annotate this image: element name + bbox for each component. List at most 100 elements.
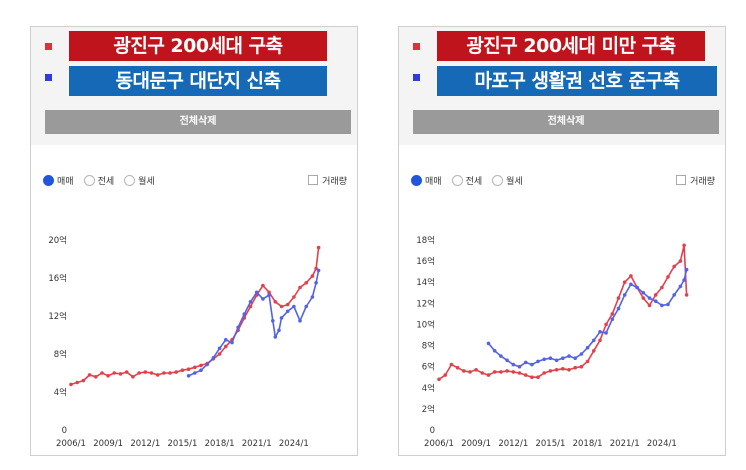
radio-jeonse[interactable]: 전세	[451, 174, 483, 187]
data-point	[292, 295, 296, 299]
data-point	[310, 274, 315, 278]
radio-sale[interactable]: 매매	[43, 174, 74, 187]
data-point	[653, 299, 658, 303]
data-point	[304, 304, 309, 309]
data-point	[536, 375, 540, 379]
data-point	[629, 282, 633, 287]
data-point	[554, 358, 559, 363]
data-point	[579, 364, 584, 369]
data-point	[567, 354, 571, 358]
radio-circle	[492, 174, 504, 186]
volume-label: 거래량	[690, 176, 715, 187]
radio-circle-selected	[43, 174, 54, 186]
volume-checkbox[interactable]	[676, 175, 687, 185]
data-point	[131, 375, 135, 379]
data-point	[162, 371, 166, 375]
data-point	[523, 373, 528, 377]
data-point	[660, 285, 664, 290]
data-point	[629, 274, 633, 278]
data-point	[585, 345, 590, 350]
volume-toggle[interactable]: 거래량	[676, 173, 715, 187]
data-point	[186, 367, 191, 371]
volume-checkbox[interactable]	[308, 175, 319, 185]
data-point	[492, 370, 497, 374]
x-tick-label: 2012/1	[130, 439, 160, 449]
radio-circle	[451, 174, 463, 186]
radio-label: 전세	[465, 176, 483, 187]
data-point	[468, 370, 472, 374]
data-point	[567, 368, 571, 372]
data-point	[236, 325, 240, 330]
data-point	[174, 370, 178, 374]
line-chart: 0 2억 4억 6억 8억 10억 12억 14억 16억 18억 2006/1 2009/1 2012…	[416, 235, 689, 449]
data-point	[230, 340, 234, 345]
radio-label: 매매	[425, 176, 442, 187]
radio-monthly-rent[interactable]: 월세	[492, 174, 523, 187]
data-point	[261, 283, 265, 288]
data-point	[536, 359, 540, 364]
radio-label: 월세	[506, 176, 523, 187]
radio-monthly-rent[interactable]: 월세	[124, 174, 155, 187]
data-point	[523, 360, 528, 365]
chart-panel-left: 광진구 200세대 구축 동대문구 대단지 신축 전체삭제 매매 전세 월세 거…	[30, 26, 358, 456]
radio-label: 매매	[57, 176, 74, 187]
data-point	[635, 285, 639, 290]
data-point	[616, 306, 621, 311]
data-point	[499, 370, 503, 374]
legend-label-series-2[interactable]: 동대문구 대단지 신축	[69, 66, 327, 96]
data-point	[684, 267, 689, 272]
data-point	[285, 309, 290, 314]
data-point	[666, 302, 670, 307]
data-point	[279, 316, 284, 320]
y-tick-label: 10억	[416, 319, 435, 330]
data-point	[273, 300, 278, 304]
data-point	[678, 259, 683, 263]
data-point	[579, 352, 584, 356]
data-point	[672, 293, 676, 297]
data-point	[641, 291, 646, 295]
x-tick-label: 2009/1	[461, 439, 491, 449]
data-point	[267, 293, 271, 297]
legend-label-series-1[interactable]: 광진구 200세대 구축	[69, 31, 327, 61]
x-tick-label: 2018/1	[573, 439, 603, 449]
data-point	[248, 304, 253, 309]
data-point	[682, 243, 686, 248]
data-point	[217, 352, 222, 356]
y-tick-label: 12억	[416, 298, 435, 309]
x-tick-label: 2021/1	[610, 439, 640, 449]
x-tick-label: 2018/1	[205, 439, 235, 449]
data-point	[486, 341, 491, 346]
delete-all-button[interactable]: 전체삭제	[45, 110, 351, 134]
data-point	[505, 358, 509, 363]
data-point	[622, 293, 627, 297]
data-point	[542, 357, 546, 362]
data-point	[517, 364, 522, 369]
data-point	[186, 374, 191, 378]
y-tick-label: 4억	[54, 387, 67, 398]
radio-jeonse[interactable]: 전세	[83, 174, 114, 187]
data-point	[530, 362, 534, 367]
data-point	[69, 382, 73, 387]
y-tick-label: 0	[430, 426, 435, 436]
legend-label-series-2[interactable]: 마포구 생활권 선호 준구축	[437, 66, 717, 96]
y-tick-label: 16억	[48, 273, 67, 284]
data-point	[666, 275, 670, 279]
data-point	[314, 266, 318, 271]
data-point	[511, 362, 516, 367]
volume-toggle[interactable]: 거래량	[308, 173, 347, 187]
data-point	[254, 290, 259, 295]
series-line-1	[70, 247, 320, 386]
data-point	[224, 344, 228, 349]
chart-area: 매매 전세 월세 거래량 0 2억 4억 6억 8억 10억 12억 14억 16억 18억 200…	[399, 145, 725, 455]
legend-marker-blue	[413, 74, 420, 81]
radio-sale[interactable]: 매매	[411, 174, 442, 187]
delete-all-button[interactable]: 전체삭제	[413, 110, 719, 134]
data-point	[273, 335, 278, 339]
data-point	[530, 375, 534, 379]
radio-circle-selected	[411, 174, 422, 186]
legend-label-series-1[interactable]: 광진구 200세대 미만 구축	[437, 31, 705, 61]
radio-label: 월세	[138, 176, 155, 187]
data-point	[211, 356, 216, 360]
data-point	[261, 297, 265, 301]
y-tick-label: 2억	[422, 404, 435, 415]
